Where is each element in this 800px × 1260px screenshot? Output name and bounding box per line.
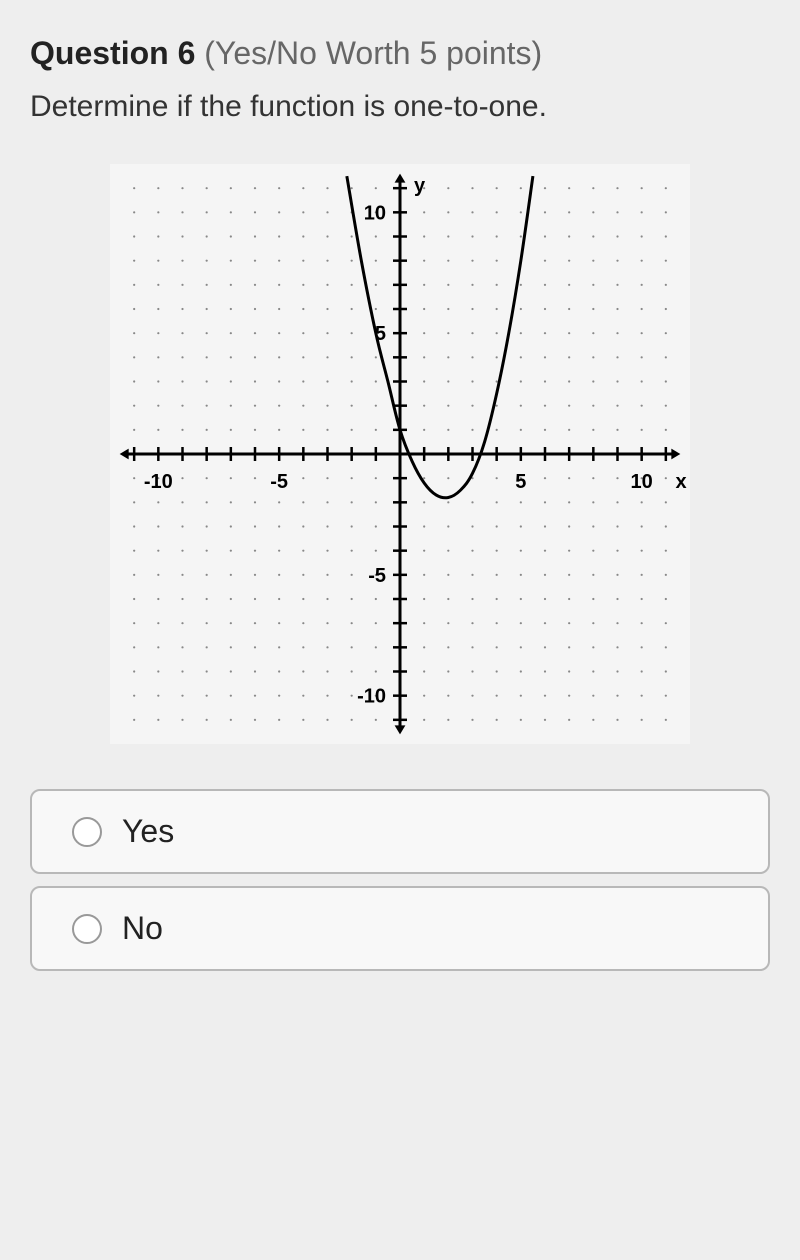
svg-text:10: 10 bbox=[631, 471, 653, 493]
radio-icon bbox=[72, 914, 102, 944]
svg-text:-10: -10 bbox=[357, 686, 386, 708]
question-prompt: Determine if the function is one-to-one. bbox=[30, 90, 770, 124]
svg-text:5: 5 bbox=[515, 471, 526, 493]
function-graph: -10-5510-10-5510xy bbox=[110, 164, 690, 744]
radio-icon bbox=[72, 817, 102, 847]
svg-text:10: 10 bbox=[364, 202, 386, 224]
svg-text:-5: -5 bbox=[368, 565, 386, 587]
question-header: Question 6 (Yes/No Worth 5 points) bbox=[30, 35, 770, 72]
svg-text:-10: -10 bbox=[144, 471, 173, 493]
answer-label: No bbox=[122, 910, 163, 947]
svg-text:y: y bbox=[414, 175, 426, 197]
answer-option-yes[interactable]: Yes bbox=[30, 789, 770, 874]
svg-text:-5: -5 bbox=[270, 471, 288, 493]
svg-text:x: x bbox=[676, 471, 687, 493]
answer-label: Yes bbox=[122, 813, 174, 850]
answer-group: Yes No bbox=[30, 789, 770, 971]
question-number: Question 6 bbox=[30, 35, 195, 71]
question-meta: (Yes/No Worth 5 points) bbox=[204, 35, 542, 71]
answer-option-no[interactable]: No bbox=[30, 886, 770, 971]
